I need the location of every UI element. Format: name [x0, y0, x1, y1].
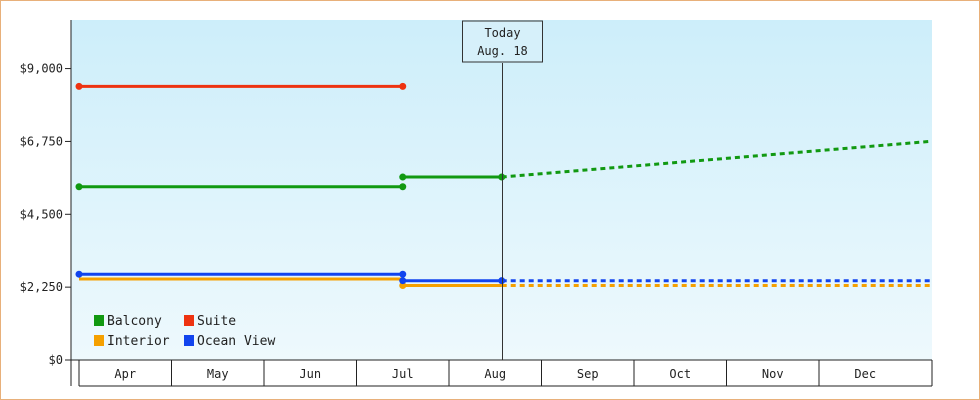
legend-label-balcony: Balcony	[107, 314, 162, 329]
legend-swatch-balcony	[94, 315, 104, 326]
series-point-ocean-view	[75, 270, 83, 278]
legend-swatch-interior	[94, 335, 104, 346]
month-label-nov: Nov	[762, 367, 784, 381]
y-tick-label: $6,750	[20, 134, 63, 148]
today-date: Aug. 18	[477, 44, 528, 58]
series-point-ocean-view	[399, 277, 407, 285]
legend-swatch-suite	[184, 315, 194, 326]
y-tick-label: $4,500	[20, 207, 63, 221]
plot-area	[71, 20, 932, 360]
month-label-oct: Oct	[669, 367, 691, 381]
series-point-interior	[399, 282, 407, 290]
month-label-jun: Jun	[299, 367, 321, 381]
series-point-suite	[399, 82, 407, 90]
x-axis: Apr May Jun Jul Aug Sep Oct Nov Dec	[71, 359, 933, 387]
series-point-balcony	[399, 173, 407, 181]
series-layer	[75, 82, 931, 290]
series-point-suite	[75, 82, 83, 90]
month-label-apr: Apr	[114, 367, 136, 381]
month-label-jul: Jul	[392, 367, 414, 381]
series-point-balcony	[75, 183, 83, 191]
series-interior	[79, 277, 930, 290]
legend-label-interior: Interior	[107, 334, 170, 349]
month-label-aug: Aug	[484, 367, 506, 381]
y-tick-label: $2,250	[20, 280, 63, 294]
legend-label-ocean-view: Ocean View	[197, 334, 275, 349]
month-label-dec: Dec	[854, 367, 876, 381]
legend: Balcony Suite Interior Ocean View	[94, 314, 275, 349]
series-point-balcony	[399, 183, 407, 191]
y-axis: $0 $2,250 $4,500 $6,750 $9,000	[20, 20, 72, 386]
today-box	[462, 20, 543, 63]
month-label-sep: Sep	[577, 367, 599, 381]
series-point-balcony	[498, 173, 506, 181]
month-label-may: May	[207, 367, 229, 381]
series-ocean-view	[75, 270, 930, 285]
today-label: Today	[484, 26, 520, 40]
y-tick-label: $9,000	[20, 62, 63, 76]
series-suite	[75, 82, 407, 90]
series-point-ocean-view	[498, 277, 506, 285]
series-point-ocean-view	[399, 270, 407, 278]
series-balcony	[75, 139, 931, 191]
legend-swatch-ocean-view	[184, 335, 194, 346]
y-tick-label: $0	[49, 353, 63, 367]
today-marker: Today Aug. 18	[462, 20, 543, 360]
legend-label-suite: Suite	[197, 314, 236, 329]
